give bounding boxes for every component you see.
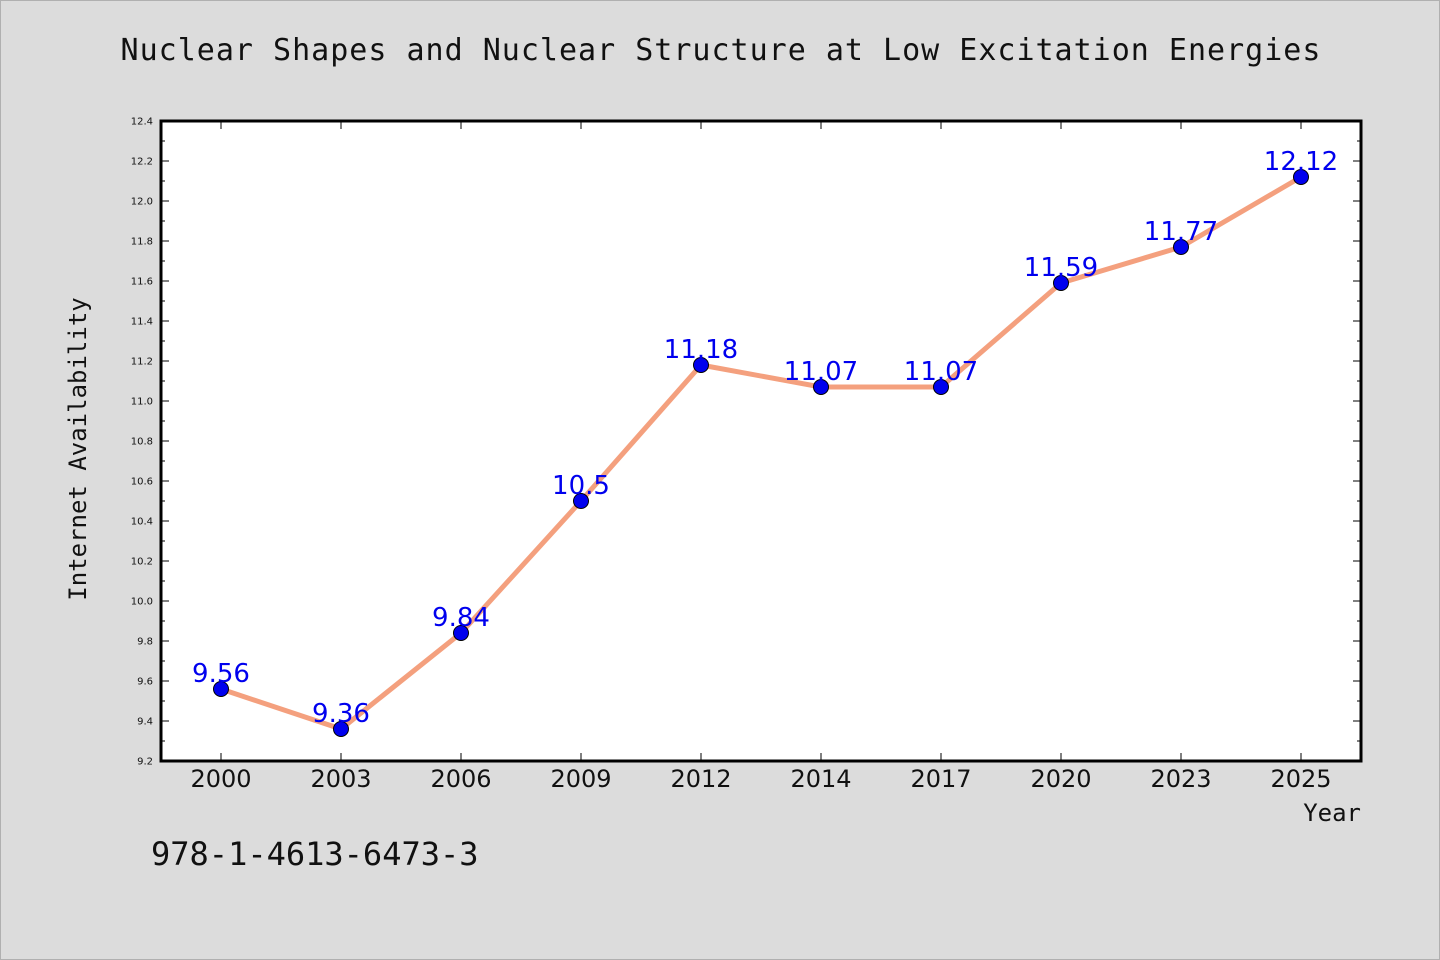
y-tick-label: 11.6: [131, 277, 153, 288]
data-point: [573, 493, 589, 509]
y-tick-label: 9.6: [137, 677, 153, 688]
isbn-text: 978-1-4613-6473-3: [151, 835, 479, 873]
y-tick-label: 10.8: [131, 437, 153, 448]
data-point: [213, 681, 229, 697]
data-labels: 9.56 9.36 9.84 10.5 11.18 11.07 11.07 11.59 11.7…: [192, 147, 1338, 729]
x-tick-label: 2017: [910, 765, 971, 793]
y-tick-label: 12.2: [131, 157, 153, 168]
data-label: 11.77: [1144, 217, 1218, 247]
y-tick-label: 10.4: [131, 517, 153, 528]
y-tick-label: 12.4: [131, 117, 153, 128]
y-tick-label: 11.2: [131, 357, 153, 368]
y-tick-label: 9.8: [137, 637, 153, 648]
y-tick-label: 10.2: [131, 557, 153, 568]
data-point: [453, 625, 469, 641]
data-label: 9.36: [312, 699, 370, 729]
y-axis-ticks: 9.2 9.4 9.6 9.8 10.0 10.2 10.4 10.6 10.8 11.0 11.2…: [131, 117, 1361, 768]
x-tick-label: 2023: [1150, 765, 1211, 793]
plot-area: [159, 119, 1363, 763]
x-tick-label: 2025: [1270, 765, 1331, 793]
data-label: 9.84: [432, 603, 490, 633]
data-label: 11.07: [904, 357, 978, 387]
x-tick-label: 2020: [1030, 765, 1091, 793]
y-tick-label: 10.0: [131, 597, 153, 608]
x-tick-label: 2000: [190, 765, 251, 793]
y-tick-label: 10.6: [131, 477, 153, 488]
y-tick-label: 12.0: [131, 197, 153, 208]
y-tick-label: 9.4: [137, 717, 153, 728]
x-axis-label: Year: [1303, 799, 1361, 827]
y-tick-label: 9.2: [137, 757, 153, 768]
y-tick-label: 11.0: [131, 397, 153, 408]
x-tick-label: 2003: [310, 765, 371, 793]
data-label: 11.07: [784, 357, 858, 387]
data-label: 11.18: [664, 335, 738, 365]
data-point: [693, 357, 709, 373]
x-tick-label: 2006: [430, 765, 491, 793]
data-point: [813, 379, 829, 395]
data-point: [333, 721, 349, 737]
chart-title: Nuclear Shapes and Nuclear Structure at …: [120, 33, 1322, 68]
data-point: [1053, 275, 1069, 291]
x-axis-ticks: 2000 2003 2006 2009 2012 2014 2017 2020 2023 2025: [190, 121, 1332, 793]
data-point: [1173, 239, 1189, 255]
x-tick-label: 2009: [550, 765, 611, 793]
y-tick-label: 11.4: [131, 317, 153, 328]
data-point: [1293, 169, 1309, 185]
series-line: [218, 174, 1304, 732]
data-label: 9.56: [192, 659, 250, 689]
y-tick-label: 11.8: [131, 237, 153, 248]
y-axis-label: Internet Availability: [64, 297, 92, 600]
data-point: [933, 379, 949, 395]
x-tick-label: 2012: [670, 765, 731, 793]
data-label: 12.12: [1264, 147, 1338, 177]
data-label: 10.5: [552, 471, 610, 501]
x-tick-label: 2014: [790, 765, 851, 793]
series-layer: [213, 169, 1309, 737]
data-label: 11.59: [1024, 253, 1098, 283]
